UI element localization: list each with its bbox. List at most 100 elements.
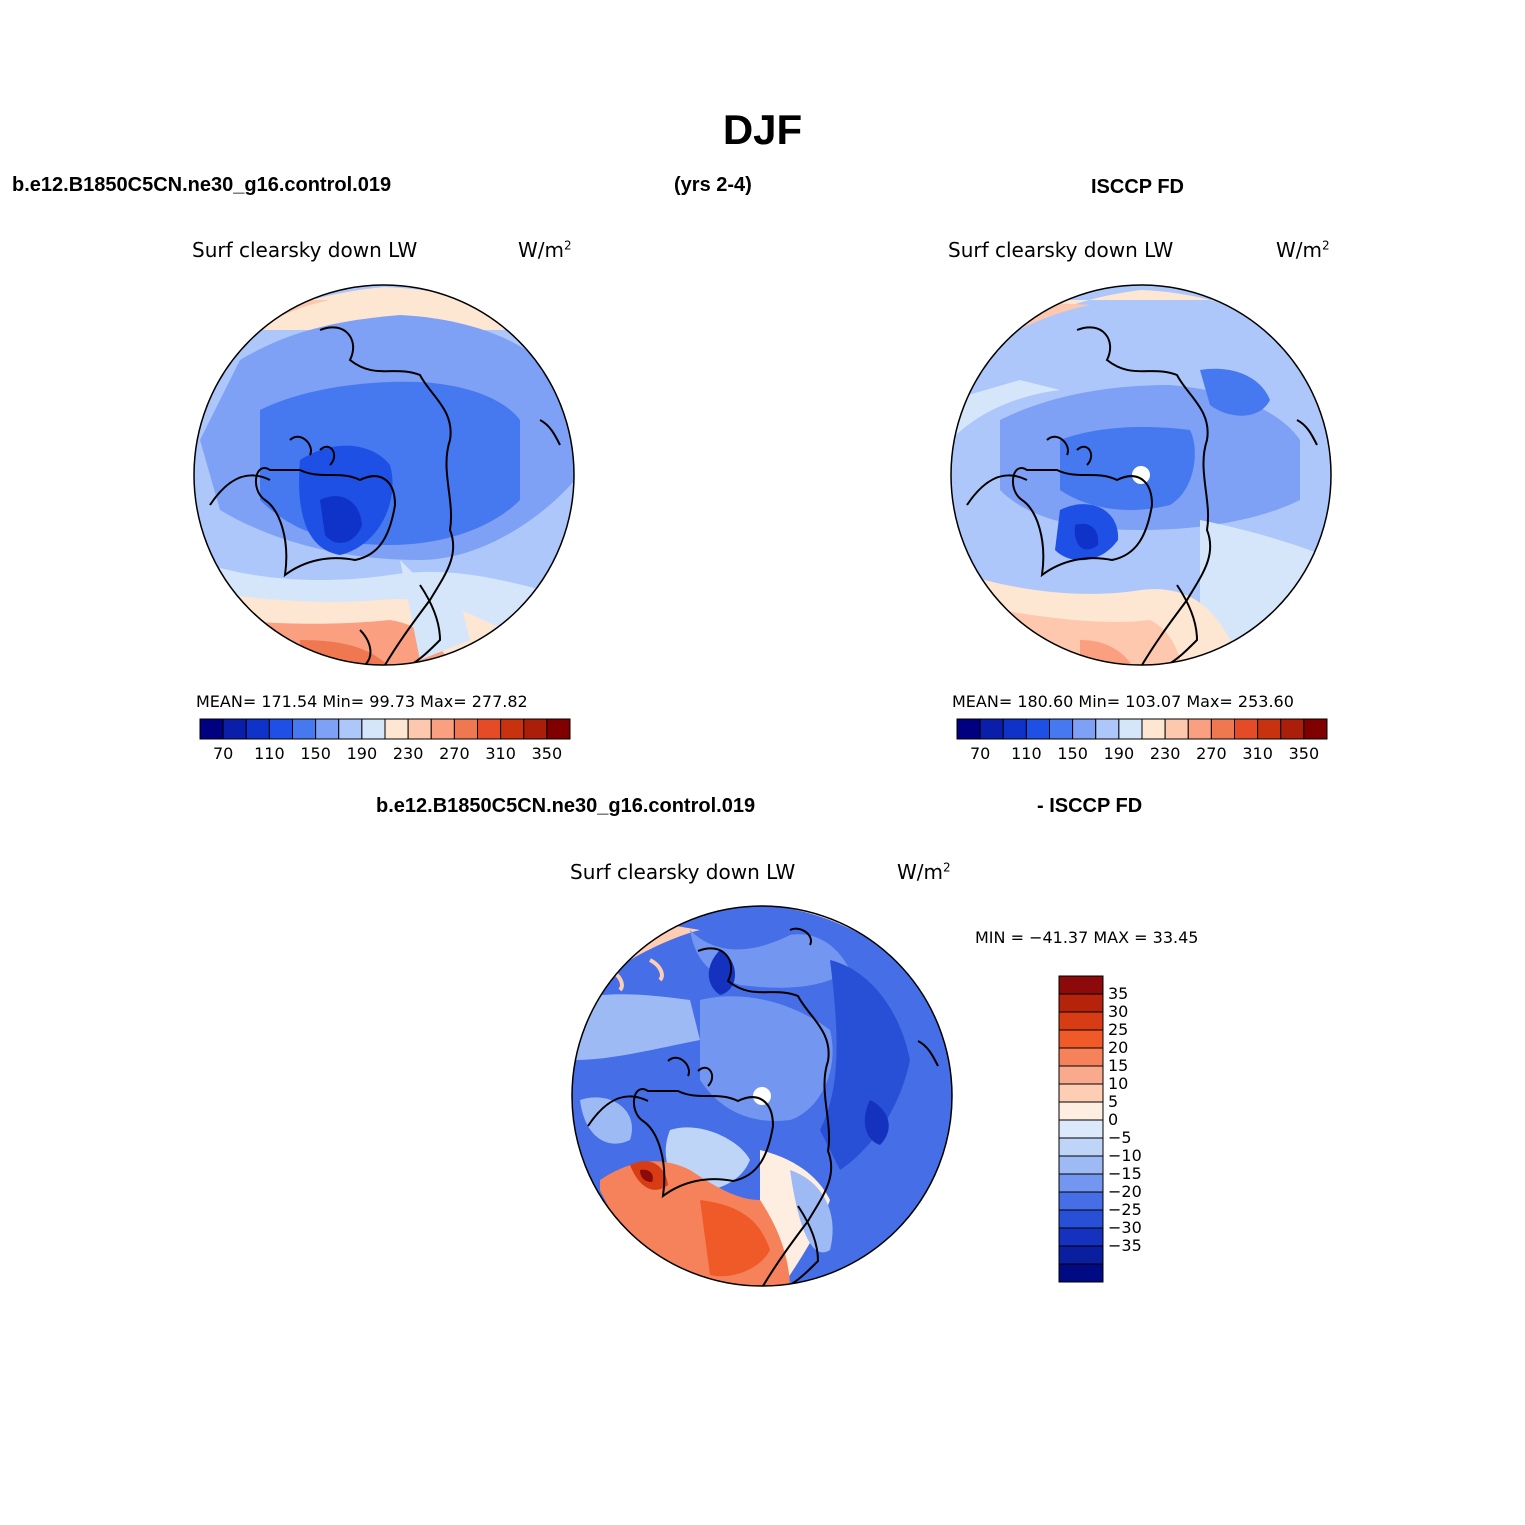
colorbar-swatch bbox=[1141, 718, 1166, 740]
years-label: (yrs 2-4) bbox=[674, 174, 752, 196]
diff-colorbar-swatch bbox=[1058, 1155, 1104, 1175]
colorbar-swatch bbox=[956, 718, 981, 740]
colorbar-tick-label: 230 bbox=[1149, 744, 1181, 763]
diff-colorbar-tick-label: 0 bbox=[1108, 1110, 1119, 1129]
colorbar-swatch bbox=[979, 718, 1004, 740]
diff-colorbar-swatch bbox=[1058, 975, 1104, 995]
bottom-case-name: b.e12.B1850C5CN.ne30_g16.control.019 bbox=[376, 795, 756, 817]
model-panel-units: W/m2 bbox=[518, 238, 572, 262]
colorbar-swatch bbox=[430, 718, 455, 740]
diff-colorbar-tick-label: 30 bbox=[1108, 1002, 1129, 1021]
colorbar-swatch bbox=[1002, 718, 1027, 740]
colorbar-tick-label: 270 bbox=[1196, 744, 1227, 763]
colorbar-swatch bbox=[1118, 718, 1143, 740]
diff-colorbar-swatch bbox=[1058, 1245, 1104, 1265]
colorbar-tick-label: 270 bbox=[439, 744, 470, 763]
colorbar-swatch bbox=[1072, 718, 1097, 740]
diff-colorbar-swatch bbox=[1058, 993, 1104, 1013]
diff-colorbar-tick-label: −35 bbox=[1108, 1236, 1142, 1255]
colorbar-swatch bbox=[292, 718, 317, 740]
diff-colorbar-labels: 35 30 25 20 15 10 5 0 −5 −10 −15 −20 −25 −30 −35 bbox=[1106, 975, 1166, 1285]
diff-colorbar-swatch bbox=[1058, 1173, 1104, 1193]
colorbar-swatch bbox=[1234, 718, 1259, 740]
diff-colorbar-swatch bbox=[1058, 1065, 1104, 1085]
diff-colorbar-swatch bbox=[1058, 1011, 1104, 1031]
diff-colorbar-tick-label: −10 bbox=[1108, 1146, 1142, 1165]
colorbar-tick-label: 310 bbox=[1242, 744, 1273, 763]
colorbar-tick-label: 230 bbox=[392, 744, 424, 763]
diff-colorbar-swatch bbox=[1058, 1191, 1104, 1211]
colorbar-swatch bbox=[1049, 718, 1074, 740]
colorbar-tick-label: 150 bbox=[300, 744, 331, 763]
obs-colorbar-labels: 70 110 150 190 230 270 310 350 bbox=[952, 744, 1332, 766]
colorbar-swatch bbox=[199, 718, 224, 740]
colorbar-swatch bbox=[1095, 718, 1120, 740]
diff-colorbar-tick-label: −20 bbox=[1108, 1182, 1142, 1201]
diff-colorbar-tick-label: −5 bbox=[1108, 1128, 1132, 1147]
obs-panel-units: W/m2 bbox=[1276, 238, 1330, 262]
colorbar-tick-label: 350 bbox=[531, 744, 563, 763]
diff-colorbar-swatch bbox=[1058, 1101, 1104, 1121]
obs-colorbar bbox=[956, 718, 1328, 740]
colorbar-swatch bbox=[245, 718, 270, 740]
diff-colorbar-swatch bbox=[1058, 1227, 1104, 1247]
colorbar-swatch bbox=[315, 718, 340, 740]
colorbar-swatch bbox=[453, 718, 478, 740]
diff-colorbar-swatch bbox=[1058, 1083, 1104, 1103]
model-map bbox=[194, 285, 574, 665]
diff-colorbar-tick-label: −15 bbox=[1108, 1164, 1142, 1183]
model-panel-title: Surf clearsky down LW bbox=[192, 238, 418, 262]
colorbar-swatch bbox=[338, 718, 363, 740]
obs-panel-title: Surf clearsky down LW bbox=[948, 238, 1174, 262]
colorbar-tick-label: 110 bbox=[1011, 744, 1042, 763]
diff-colorbar-swatch bbox=[1058, 1029, 1104, 1049]
colorbar-tick-label: 350 bbox=[1288, 744, 1320, 763]
colorbar-swatch bbox=[1164, 718, 1189, 740]
colorbar-tick-label: 150 bbox=[1057, 744, 1088, 763]
colorbar-swatch bbox=[407, 718, 432, 740]
diff-colorbar-swatch bbox=[1058, 1119, 1104, 1139]
top-right-obs-name: ISCCP FD bbox=[1091, 176, 1184, 198]
colorbar-tick-label: 70 bbox=[969, 744, 991, 763]
colorbar-swatch bbox=[1025, 718, 1050, 740]
obs-stats: MEAN= 180.60 Min= 103.07 Max= 253.60 bbox=[952, 692, 1294, 711]
diff-colorbar-tick-label: 10 bbox=[1108, 1074, 1129, 1093]
diff-panel-title: Surf clearsky down LW bbox=[570, 860, 796, 884]
diff-stats: MIN = −41.37 MAX = 33.45 bbox=[975, 928, 1199, 947]
model-stats: MEAN= 171.54 Min= 99.73 Max= 277.82 bbox=[196, 692, 528, 711]
colorbar-swatch bbox=[1280, 718, 1305, 740]
diff-colorbar-swatch bbox=[1058, 1137, 1104, 1157]
diff-map bbox=[572, 906, 952, 1286]
diff-colorbar-tick-label: 35 bbox=[1108, 984, 1129, 1003]
colorbar-swatch bbox=[1187, 718, 1212, 740]
diff-colorbar-swatch bbox=[1058, 1047, 1104, 1067]
bottom-obs-name: - ISCCP FD bbox=[1037, 795, 1143, 817]
colorbar-swatch bbox=[1210, 718, 1235, 740]
diff-colorbar-swatch bbox=[1058, 1263, 1104, 1283]
colorbar-swatch bbox=[222, 718, 247, 740]
main-title: DJF bbox=[722, 106, 803, 153]
model-colorbar bbox=[199, 718, 571, 740]
colorbar-swatch bbox=[477, 718, 502, 740]
colorbar-swatch bbox=[268, 718, 293, 740]
diff-colorbar-tick-label: 5 bbox=[1108, 1092, 1119, 1111]
top-left-case-name: b.e12.B1850C5CN.ne30_g16.control.019 bbox=[12, 174, 392, 196]
colorbar-swatch bbox=[384, 718, 409, 740]
colorbar-tick-label: 190 bbox=[346, 744, 378, 763]
diff-colorbar-tick-label: 15 bbox=[1108, 1056, 1129, 1075]
diff-colorbar bbox=[1058, 975, 1104, 1283]
model-colorbar-labels: 70 110 150 190 230 270 310 350 bbox=[195, 744, 575, 766]
colorbar-tick-label: 110 bbox=[254, 744, 285, 763]
colorbar-swatch bbox=[523, 718, 548, 740]
colorbar-swatch bbox=[361, 718, 386, 740]
diff-colorbar-tick-label: 25 bbox=[1108, 1020, 1129, 1039]
colorbar-swatch bbox=[500, 718, 525, 740]
diff-colorbar-swatch bbox=[1058, 1209, 1104, 1229]
diff-colorbar-tick-label: −25 bbox=[1108, 1200, 1142, 1219]
colorbar-tick-label: 310 bbox=[485, 744, 516, 763]
diff-colorbar-tick-label: 20 bbox=[1108, 1038, 1129, 1057]
colorbar-swatch bbox=[1257, 718, 1282, 740]
obs-map bbox=[951, 285, 1331, 665]
colorbar-tick-label: 70 bbox=[212, 744, 234, 763]
